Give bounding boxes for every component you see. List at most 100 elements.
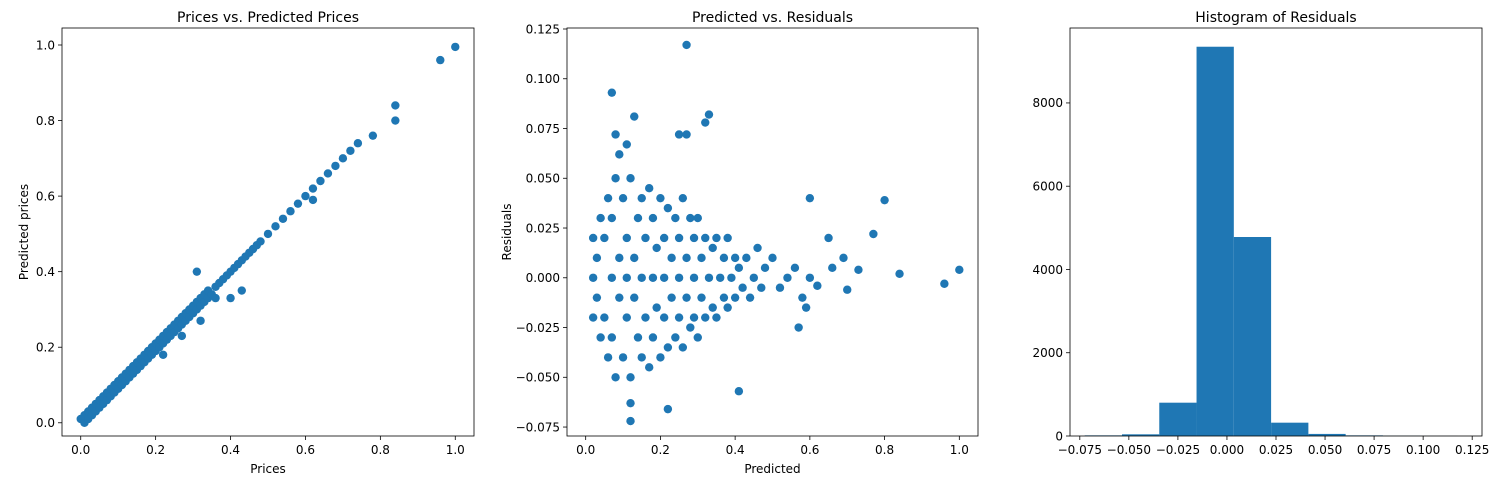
scatter-point (626, 416, 635, 426)
scatter-point (734, 263, 744, 273)
x-tick-label: 0.8 (875, 443, 894, 457)
scatter-point (641, 233, 650, 243)
scatter-point (940, 279, 949, 288)
scatter-point (592, 293, 602, 302)
scatter-point (648, 273, 658, 282)
scatter-point (708, 243, 717, 253)
scatter-point (630, 293, 639, 302)
scatter-point (622, 313, 631, 322)
x-tick-label: −0.075 (1058, 443, 1102, 457)
y-tick-label: 0.6 (36, 189, 55, 203)
scatter-point (719, 293, 729, 302)
scatter-point (618, 353, 628, 362)
y-tick-label: 0.2 (36, 341, 55, 355)
scatter-point (839, 253, 848, 263)
scatter-point (682, 40, 691, 50)
scatter-point (667, 293, 676, 302)
scatter-point (611, 373, 620, 382)
histogram-bar (1308, 433, 1346, 436)
scatter-point (697, 253, 706, 263)
scatter-point (753, 243, 762, 253)
scatter-point (596, 333, 605, 342)
scatter-point (293, 199, 303, 208)
scatter-point (671, 213, 680, 223)
scatter-point (626, 398, 635, 408)
scatter-point (678, 193, 688, 203)
scatter-point (701, 313, 710, 322)
scatter-point (637, 193, 646, 203)
scatter-point (588, 273, 598, 282)
scatter-point (783, 273, 792, 282)
scatter-point (742, 253, 751, 263)
y-tick-label: 0.0 (36, 416, 55, 430)
y-tick-label: −0.050 (516, 371, 560, 385)
scatter-point (824, 233, 833, 243)
x-tick-label: 1.0 (446, 443, 465, 457)
scatter-point (719, 253, 729, 263)
axes-frame (566, 27, 979, 437)
scatter-point (353, 139, 363, 148)
scatter-point (615, 150, 624, 159)
scatter-point (790, 263, 800, 273)
y-tick-label: 0.125 (526, 22, 560, 36)
x-tick-label: 0.025 (1259, 443, 1293, 457)
scatter-point (659, 233, 669, 243)
scatter-point (712, 233, 721, 243)
y-tick-label: 8000 (1032, 96, 1063, 110)
scatter-point (798, 293, 807, 302)
y-axis-label: Residuals (500, 204, 514, 261)
scatter-point (693, 333, 702, 342)
scatter-point (331, 161, 340, 171)
scatter-point (622, 233, 631, 243)
scatter-point (158, 350, 168, 359)
chart-panel-1: 0.0 0.2 0.4 0.6 0.8 1.0 0.0 0.2 0.4 0.6 0.8 1.0 Pric… (17, 10, 475, 476)
scatter-point (686, 323, 695, 332)
scatter-point (854, 265, 863, 275)
x-tick-label: 0.6 (296, 443, 315, 457)
y-tick-label: 0.000 (526, 271, 560, 285)
scatter-point (338, 154, 348, 163)
scatter-point (618, 193, 628, 203)
scatter-point (630, 253, 639, 263)
scatter-point (316, 176, 325, 186)
scatter-point (630, 112, 639, 121)
scatter-point (667, 253, 676, 263)
scatter-point (286, 207, 295, 216)
scatter-point (323, 169, 333, 178)
scatter-point (308, 195, 318, 205)
scatter-point (659, 313, 669, 322)
scatter-point (689, 233, 699, 243)
y-tick-label: 2000 (1032, 346, 1063, 360)
scatter-point (768, 253, 777, 263)
scatter-point (622, 273, 631, 282)
y-tick-label: −0.075 (516, 420, 560, 434)
scatter-point (637, 353, 646, 362)
scatter-point (682, 293, 691, 302)
scatter-point (645, 184, 654, 193)
x-tick-label: 0.6 (800, 443, 819, 457)
scatter-point (697, 293, 706, 302)
scatter-point (603, 193, 613, 203)
y-tick-label: 0.050 (526, 172, 560, 186)
scatter-point (600, 233, 609, 243)
scatter-point (674, 130, 684, 139)
scatter-point (226, 293, 235, 303)
plot-area (1084, 46, 1458, 436)
scatter-point (715, 273, 725, 282)
scatter-point (689, 273, 699, 282)
y-tick-label: 4000 (1032, 263, 1063, 277)
plot-area (76, 42, 460, 427)
y-tick-label: 0 (1055, 429, 1063, 443)
x-tick-label: 0.8 (371, 443, 390, 457)
scatter-point (801, 303, 811, 312)
scatter-point (704, 110, 714, 119)
y-tick-label: −0.025 (516, 321, 560, 335)
histogram-bar (1121, 434, 1160, 436)
scatter-point (192, 267, 202, 276)
y-tick-label: 0.025 (526, 221, 560, 235)
scatter-point (749, 273, 759, 282)
x-tick-label: 0.075 (1357, 443, 1391, 457)
scatter-point (730, 293, 740, 302)
scatter-point (689, 313, 699, 322)
